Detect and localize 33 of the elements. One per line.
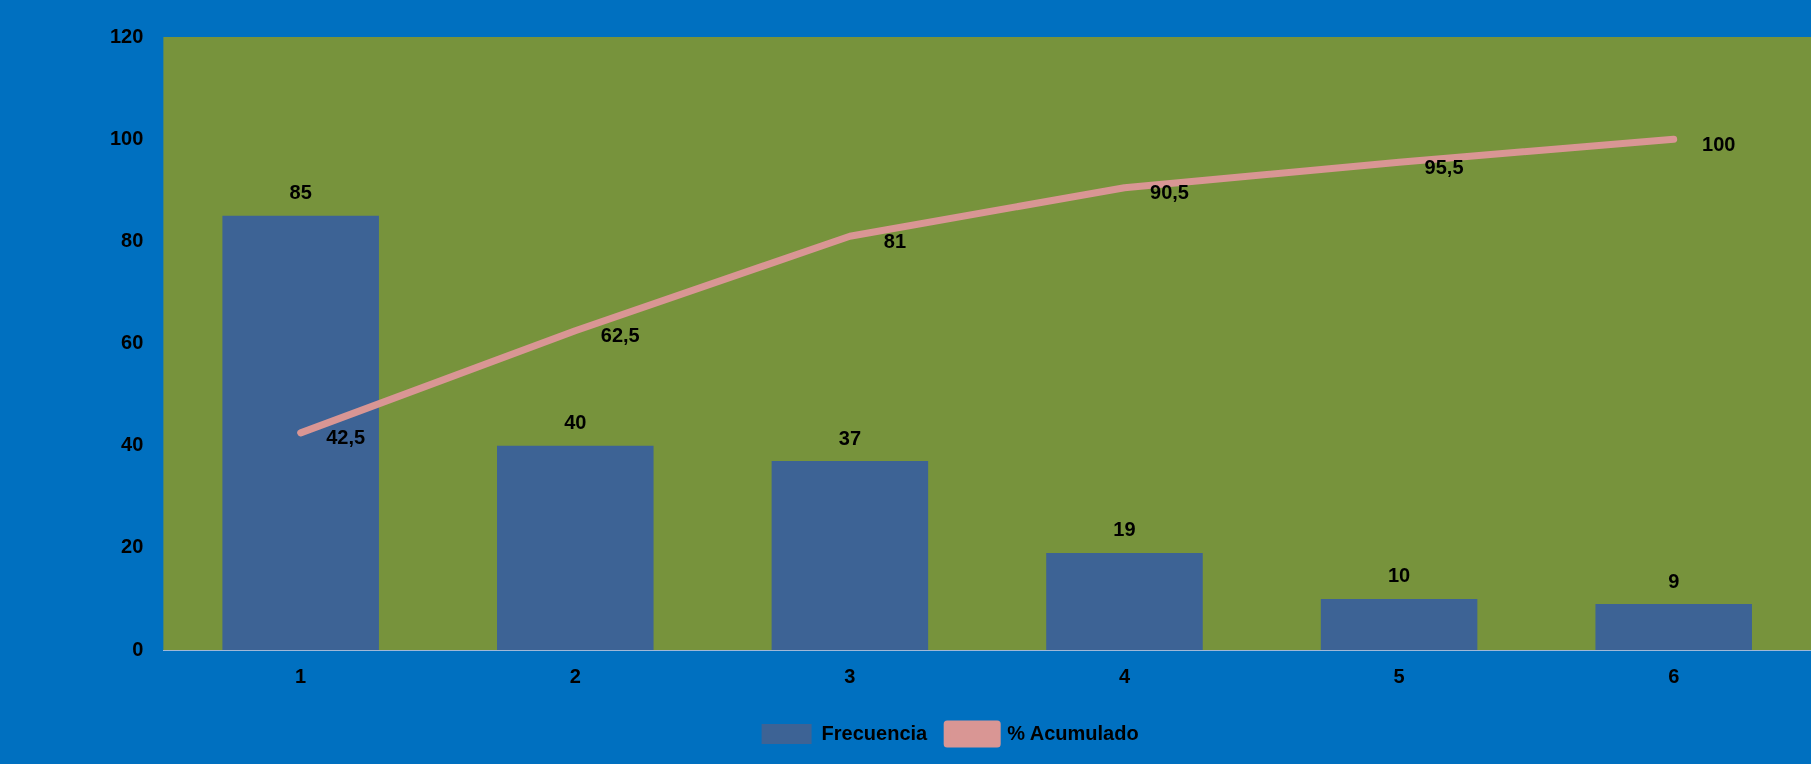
data-label: 19 — [1113, 518, 1136, 541]
data-label: 95,5 — [1424, 155, 1464, 178]
y-tick-label: 60 — [121, 331, 144, 354]
y-tick-label: 0 — [132, 637, 144, 660]
data-label: 81 — [883, 229, 907, 252]
x-tick-label: 2 — [569, 664, 581, 687]
y-tick-label: 80 — [121, 228, 144, 251]
bar — [1320, 598, 1478, 650]
x-tick-label: 3 — [844, 664, 856, 687]
data-label: 10 — [1387, 564, 1411, 587]
x-tick-label: 1 — [295, 664, 307, 687]
legend-label: % Acumulado — [1007, 721, 1139, 744]
data-label: 42,5 — [326, 426, 366, 449]
data-label: 90,5 — [1150, 181, 1189, 204]
y-tick-label: 100 — [109, 126, 144, 149]
data-label: 100 — [1702, 132, 1736, 155]
data-label: 62,5 — [600, 324, 640, 347]
x-tick-label: 4 — [1118, 664, 1131, 687]
y-tick-label: 120 — [109, 24, 144, 47]
x-tick-label: 5 — [1393, 664, 1405, 687]
bar — [497, 445, 654, 650]
data-label: 9 — [1668, 569, 1680, 592]
bar — [771, 460, 929, 650]
y-tick-label: 20 — [121, 535, 144, 558]
x-tick-label: 6 — [1668, 664, 1680, 687]
bar — [222, 215, 379, 650]
legend-label: Frecuencia — [821, 721, 929, 744]
data-label: 37 — [838, 426, 862, 449]
data-label: 85 — [289, 181, 312, 204]
bar — [1595, 604, 1752, 650]
bar — [1046, 552, 1203, 650]
y-tick-label: 40 — [121, 433, 144, 456]
data-label: 40 — [564, 411, 587, 434]
